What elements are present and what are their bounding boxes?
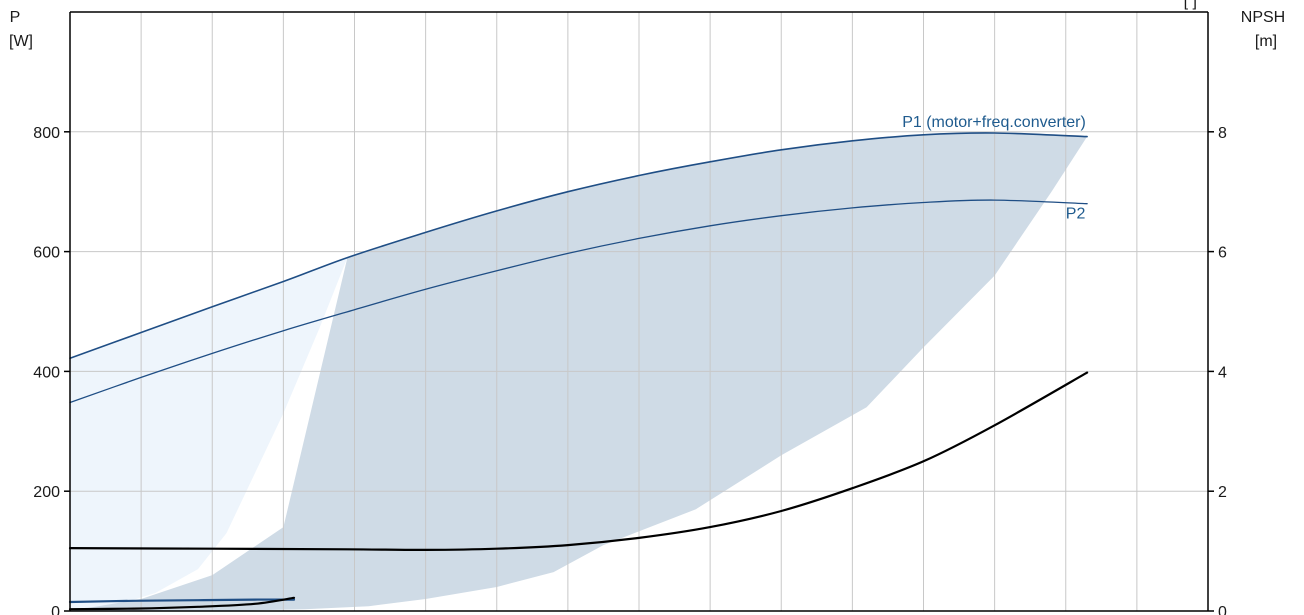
series-curve-2: [68, 371, 1089, 552]
curves: [68, 132, 1089, 611]
operating-range-bands: [70, 133, 1088, 611]
right-tick-label: 8: [1218, 125, 1227, 142]
left-axis-title-symbol: P: [10, 9, 21, 26]
p2-curve-label: P2: [1066, 206, 1086, 223]
left-tick-label: 200: [33, 484, 60, 501]
left-tick-label: 800: [33, 125, 60, 142]
right-tick-label: 6: [1218, 245, 1227, 262]
series-curve-4: [68, 596, 296, 611]
left-tick-label: 400: [33, 364, 60, 381]
grid: [70, 12, 1208, 611]
top-right-axis-fragment: [ ]: [1184, 0, 1197, 10]
series-curve-1: [69, 199, 1088, 404]
band-0: [70, 257, 348, 611]
right-tick-label: 0: [1218, 604, 1227, 615]
right-tick-label: 4: [1218, 364, 1227, 381]
right-tick-label: 2: [1218, 484, 1227, 501]
left-tick-label: 600: [33, 245, 60, 262]
series-curve-0: [69, 132, 1088, 359]
left-tick-label: 0: [51, 604, 60, 615]
axes: 0 200 400 600 800 0 2 4 6 8: [33, 11, 1227, 615]
series-curve-3: [68, 598, 296, 604]
right-axis-title-symbol: NPSH: [1241, 9, 1285, 26]
right-axis-title-unit: [m]: [1255, 33, 1277, 50]
p1-curve-label: P1 (motor+freq.converter): [902, 114, 1086, 131]
left-axis-title-unit: [W]: [9, 33, 33, 50]
